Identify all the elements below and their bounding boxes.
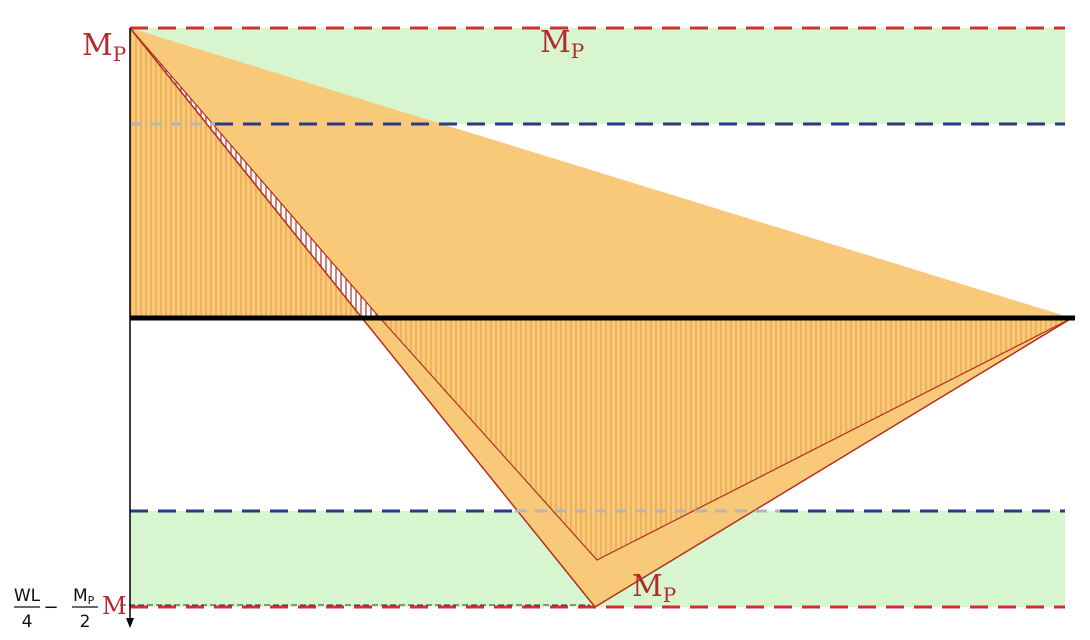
formula-frac1-denominator: 4	[22, 612, 33, 632]
formula-frac2-denominator: 2	[80, 612, 91, 632]
formula-frac2-numerator: MP	[73, 586, 95, 607]
inner-moment-right	[380, 318, 1072, 560]
moment-axis-arrow-icon	[126, 618, 134, 628]
moment-formula: WL 4 − MP 2 = M	[14, 586, 127, 632]
mp-label-top-center: MP	[540, 25, 584, 63]
inner-moment-outline	[129, 27, 1073, 561]
formula-result: M	[102, 592, 127, 620]
mp-label-bottom: MP	[632, 569, 676, 607]
outer-moment-outline	[129, 27, 1073, 608]
mp-label-top-left: MP	[82, 28, 126, 66]
formula-minus: −	[43, 597, 58, 618]
formula-frac1-numerator: WL	[14, 586, 41, 606]
